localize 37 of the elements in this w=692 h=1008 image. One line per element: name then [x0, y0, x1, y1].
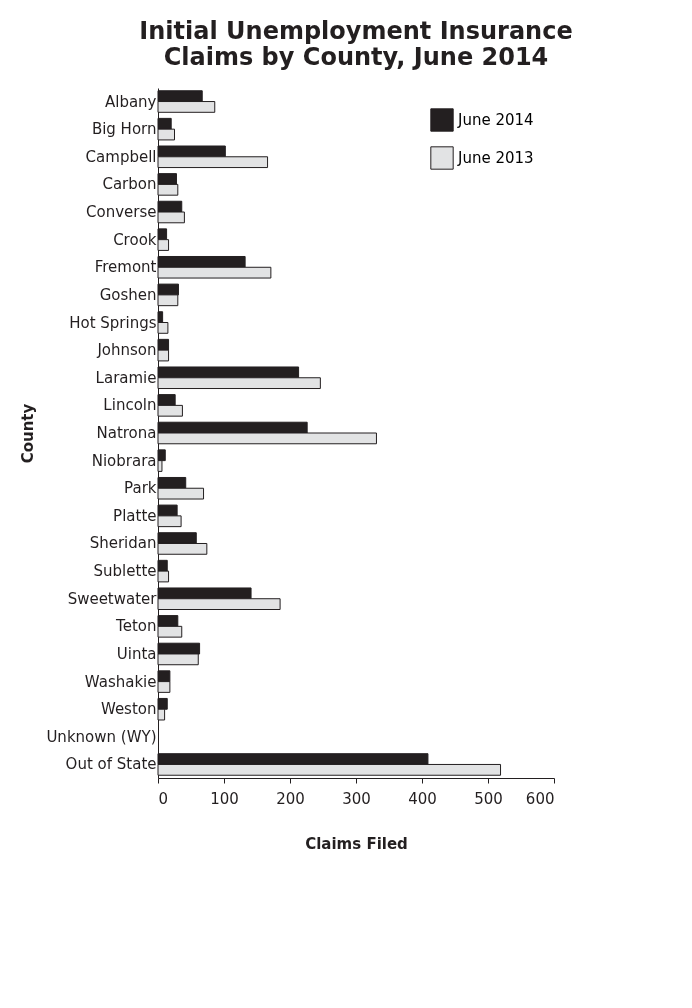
x-tick-label: 300 — [342, 789, 371, 808]
y-axis-title: County — [19, 403, 38, 464]
y-tick-label: Hot Springs — [69, 313, 157, 332]
y-tick-label: Crook — [113, 230, 157, 249]
y-tick-label: Platte — [113, 506, 157, 525]
y-tick-label: Unknown (WY) — [46, 727, 157, 746]
y-tick-label: Out of State — [65, 755, 157, 774]
x-axis-title: Claims Filed — [305, 834, 408, 853]
x-tick-label: 500 — [474, 789, 503, 808]
y-tick-label: Goshen — [99, 285, 157, 304]
y-tick-label: Niobrara — [91, 451, 157, 470]
y-tick-label: Albany — [104, 92, 157, 111]
y-tick-label: Converse — [86, 203, 157, 222]
x-tick-label: 100 — [210, 789, 239, 808]
legend-label: June 2013 — [457, 149, 534, 167]
chart-title: Initial Unemployment Insurance Claims by County, June 2014 — [139, 17, 573, 71]
y-tick-label: Laramie — [95, 368, 157, 387]
y-tick-label: Johnson — [96, 341, 157, 360]
y-tick-label: Washakie — [84, 672, 157, 691]
y-tick-label: Fremont — [94, 258, 157, 277]
y-tick-label: Sweetwater — [67, 589, 158, 608]
y-tick-label: Uinta — [116, 644, 157, 663]
y-tick-label: Big Horn — [91, 120, 157, 139]
y-tick-label: Teton — [115, 617, 157, 636]
y-tick-label: Park — [124, 479, 157, 498]
y-tick-label: Carbon — [102, 175, 157, 194]
legend-label: June 2014 — [457, 111, 534, 129]
y-tick-label: Sheridan — [89, 534, 157, 553]
y-tick-label: Weston — [100, 700, 157, 719]
x-tick-label: 400 — [408, 789, 437, 808]
y-tick-label: Natrona — [96, 424, 157, 442]
y-tick-label: Lincoln — [103, 396, 157, 415]
x-tick-label: 0 — [158, 789, 169, 808]
y-tick-label: Sublette — [93, 562, 157, 581]
y-tick-label: Campbell — [85, 147, 157, 166]
x-tick-label: 200 — [276, 789, 305, 808]
x-tick-label: 600 — [525, 789, 555, 808]
